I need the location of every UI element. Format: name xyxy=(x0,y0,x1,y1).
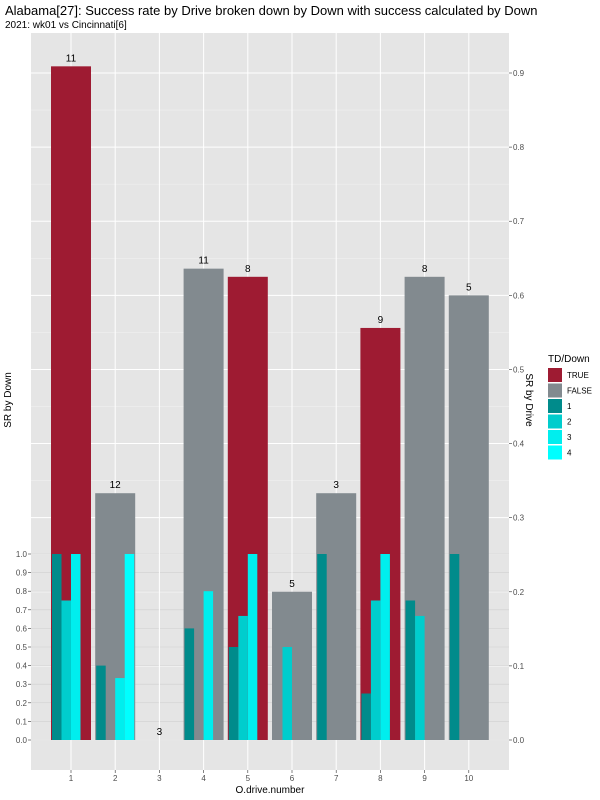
x-tick-label: 4 xyxy=(201,774,206,783)
right-tick-label: 0.2 xyxy=(513,588,525,597)
left-tick-label: 0.7 xyxy=(16,606,28,615)
chart-subtitle: 2021: wk01 vs Cincinnati[6] xyxy=(5,20,127,31)
bar-count-label: 3 xyxy=(157,727,163,738)
left-tick-label: 0.3 xyxy=(16,680,28,689)
bar-labels: 11 12 3 11 8 5 3 9 8 5 xyxy=(66,53,472,738)
legend-label: 3 xyxy=(567,433,572,442)
x-tick-label: 7 xyxy=(334,774,339,783)
legend-swatch xyxy=(548,414,562,429)
down-bar-2 xyxy=(61,600,71,740)
left-tick-label: 0.8 xyxy=(16,587,28,596)
down-bar-1 xyxy=(361,693,371,740)
x-tick-label: 8 xyxy=(378,774,383,783)
down-bars xyxy=(52,554,460,740)
right-axis: 0.0 0.1 0.2 0.3 0.4 0.5 0.6 0.7 0.8 0.9 xyxy=(509,69,525,745)
bar-count-label: 8 xyxy=(245,264,251,275)
x-tick-label: 1 xyxy=(69,774,74,783)
left-tick-label: 0.2 xyxy=(16,699,28,708)
legend-label: TRUE xyxy=(567,371,589,380)
legend-label: 1 xyxy=(567,402,572,411)
down-bar-1 xyxy=(184,628,195,740)
down-bar-1 xyxy=(449,554,460,740)
down-bar-3 xyxy=(71,554,81,740)
legend-swatch xyxy=(548,368,562,382)
right-tick-label: 0.3 xyxy=(513,514,525,523)
down-bar-3 xyxy=(247,554,258,740)
bar-count-label: 11 xyxy=(66,53,77,64)
bar-count-label: 5 xyxy=(289,579,295,590)
bar-count-label: 12 xyxy=(110,480,122,491)
legend-title: TD/Down xyxy=(548,354,590,365)
bar-count-label: 8 xyxy=(422,264,428,275)
bar-count-label: 3 xyxy=(333,480,339,491)
left-tick-label: 0.9 xyxy=(16,569,28,578)
down-bar-1 xyxy=(52,554,62,740)
left-axis: 0.0 0.1 0.2 0.3 0.4 0.5 0.6 0.7 0.8 0.9 1.0 xyxy=(16,550,31,745)
bar-count-label: 5 xyxy=(466,282,472,293)
legend-swatch xyxy=(548,430,562,444)
legend: TD/Down TRUE FALSE 1 2 3 4 xyxy=(548,354,592,460)
chart-title: Alabama[27]: Success rate by Drive broke… xyxy=(5,3,538,18)
left-axis-title: SR by Down xyxy=(3,372,14,428)
down-bar-2 xyxy=(370,600,381,740)
down-bar-4 xyxy=(124,554,135,740)
bar-count-label: 11 xyxy=(198,256,209,267)
left-tick-label: 0.4 xyxy=(16,662,28,671)
right-tick-label: 0.6 xyxy=(513,291,525,300)
x-tick-label: 5 xyxy=(246,774,251,783)
x-tick-label: 6 xyxy=(290,774,295,783)
right-tick-label: 0.0 xyxy=(513,736,525,745)
down-bar-1 xyxy=(317,554,327,740)
down-bar-2 xyxy=(415,615,425,740)
down-bar-3 xyxy=(380,554,390,740)
right-tick-label: 0.8 xyxy=(513,143,525,152)
right-tick-label: 0.5 xyxy=(513,365,525,374)
legend-swatch xyxy=(548,383,562,398)
legend-swatch xyxy=(548,399,562,413)
left-tick-label: 0.0 xyxy=(16,736,28,745)
legend-swatch xyxy=(548,445,562,460)
down-bar-1 xyxy=(96,665,106,740)
down-bar-2 xyxy=(282,647,292,740)
left-tick-label: 0.1 xyxy=(16,717,28,726)
down-bar-3 xyxy=(203,591,214,740)
right-tick-label: 0.9 xyxy=(513,69,525,78)
bar-count-label: 9 xyxy=(378,315,384,326)
down-bar-3 xyxy=(115,678,125,740)
x-axis: 1 2 3 4 5 6 7 8 9 10 xyxy=(69,770,474,783)
left-tick-label: 0.6 xyxy=(16,624,28,633)
right-axis-title: SR by Drive xyxy=(523,373,534,427)
right-tick-label: 0.7 xyxy=(513,217,525,226)
right-tick-label: 0.4 xyxy=(513,440,525,449)
down-bar-1 xyxy=(405,600,416,740)
right-tick-label: 0.1 xyxy=(513,662,525,671)
left-tick-label: 0.5 xyxy=(16,643,28,652)
left-tick-label: 1.0 xyxy=(16,550,28,559)
down-bar-2 xyxy=(238,615,248,740)
down-bar-1 xyxy=(228,647,239,740)
x-tick-label: 2 xyxy=(113,774,118,783)
x-axis-title: O.drive.number xyxy=(236,785,306,796)
x-tick-label: 9 xyxy=(422,774,427,783)
legend-label: FALSE xyxy=(567,387,592,396)
legend-label: 4 xyxy=(567,449,572,458)
x-tick-label: 3 xyxy=(157,774,162,783)
legend-label: 2 xyxy=(567,418,572,427)
x-tick-label: 10 xyxy=(464,774,473,783)
